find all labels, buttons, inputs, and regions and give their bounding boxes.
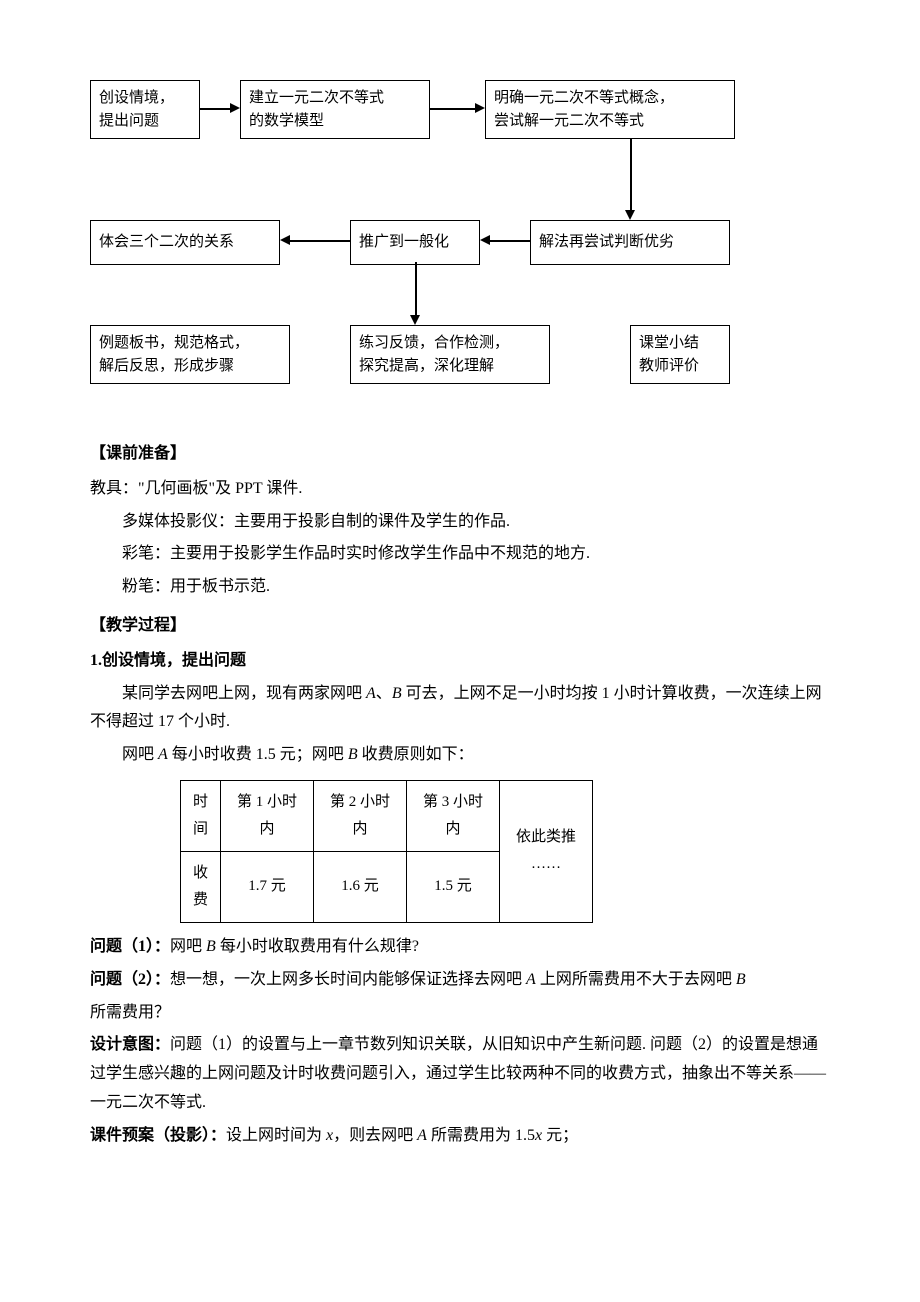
table-header-3: 第 3 小时内 <box>407 780 500 851</box>
table-row1-label: 时间 <box>181 780 221 851</box>
flow-box-b6: 解法再尝试判断优劣 <box>530 220 730 265</box>
pricing-table: 时间 第 1 小时内 第 2 小时内 第 3 小时内 依此类推…… 收费 1.7… <box>180 780 593 923</box>
question-2: 问题（2）：想一想，一次上网多长时间内能够保证选择去网吧 A 上网所需费用不大于… <box>90 966 830 995</box>
table-row2-label: 收费 <box>181 851 221 922</box>
step1-paragraph1: 某同学去网吧上网，现有两家网吧 A、B 可去，上网不足一小时均按 1 小时计算收… <box>90 680 830 738</box>
prep-line4: 粉笔：用于板书示范. <box>122 573 830 602</box>
step1-heading: 1.创设情境，提出问题 <box>90 647 830 676</box>
flow-box-b5: 推广到一般化 <box>350 220 480 265</box>
table-price-1: 1.7 元 <box>221 851 314 922</box>
flow-box-b7: 例题板书，规范格式，解后反思，形成步骤 <box>90 325 290 384</box>
flowchart-diagram: 创设情境，提出问题 建立一元二次不等式的数学模型 明确一元二次不等式概念，尝试解… <box>90 80 830 400</box>
table-trailing: 依此类推…… <box>500 780 593 922</box>
flow-box-b2: 建立一元二次不等式的数学模型 <box>240 80 430 139</box>
flow-box-b3: 明确一元二次不等式概念，尝试解一元二次不等式 <box>485 80 735 139</box>
prep-line3: 彩笔：主要用于投影学生作品时实时修改学生作品中不规范的地方. <box>122 540 830 569</box>
courseware-preset: 课件预案（投影）：设上网时间为 x，则去网吧 A 所需费用为 1.5x 元； <box>90 1122 830 1151</box>
flow-box-b9: 课堂小结教师评价 <box>630 325 730 384</box>
flow-box-b8: 练习反馈，合作检测，探究提高，深化理解 <box>350 325 550 384</box>
table-price-2: 1.6 元 <box>314 851 407 922</box>
flow-box-b1: 创设情境，提出问题 <box>90 80 200 139</box>
table-price-3: 1.5 元 <box>407 851 500 922</box>
design-intent: 设计意图：问题（1）的设置与上一章节数列知识关联，从旧知识中产生新问题. 问题（… <box>90 1031 830 1117</box>
table-header-2: 第 2 小时内 <box>314 780 407 851</box>
prep-line2: 多媒体投影仪：主要用于投影自制的课件及学生的作品. <box>122 508 830 537</box>
process-heading: 【教学过程】 <box>90 612 830 641</box>
table-header-1: 第 1 小时内 <box>221 780 314 851</box>
question-1: 问题（1）：网吧 B 每小时收取费用有什么规律? <box>90 933 830 962</box>
flow-box-b4: 体会三个二次的关系 <box>90 220 280 265</box>
prep-line1: 教具："几何画板"及 PPT 课件. <box>90 475 830 504</box>
step1-paragraph2: 网吧 A 每小时收费 1.5 元；网吧 B 收费原则如下： <box>90 741 830 770</box>
question-2-line2: 所需费用？ <box>90 999 830 1028</box>
prep-heading: 【课前准备】 <box>90 440 830 469</box>
